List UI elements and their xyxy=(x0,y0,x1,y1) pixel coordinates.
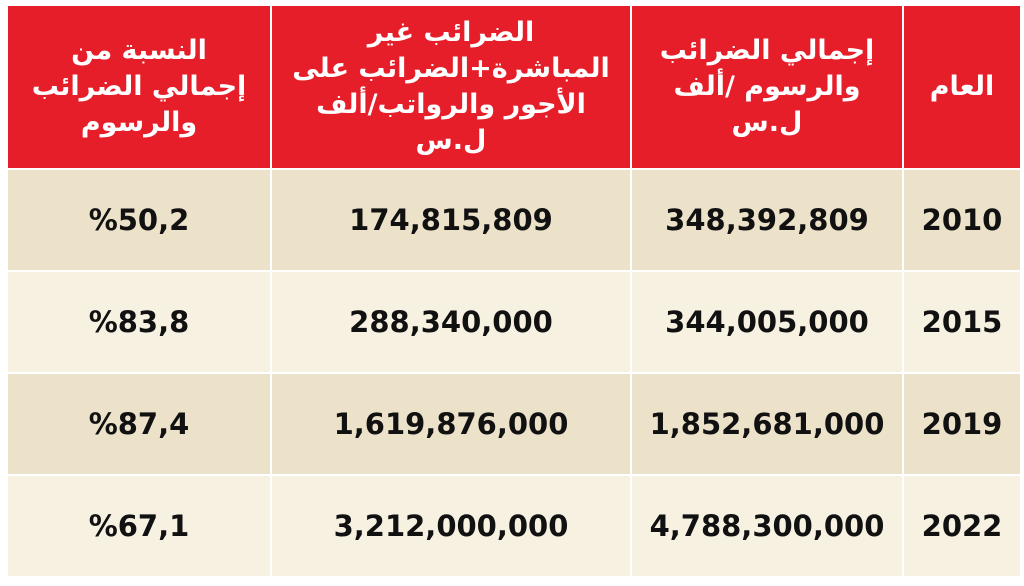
value-cell: %67,1 xyxy=(6,474,272,578)
year-cell: 2022 xyxy=(902,474,1022,578)
header-cell: العام xyxy=(902,4,1022,170)
table-row: 2022 4,788,300,000 3,212,000,000 %67,1 xyxy=(6,474,1022,578)
table-body: 2010 348,392,809 174,815,809 %50,2 2015 344,0… xyxy=(6,168,1022,578)
value-cell: %83,8 xyxy=(6,270,272,374)
header-cell: النسبة من إجمالي الضرائب والرسوم xyxy=(6,4,272,170)
value-cell: 4,788,300,000 xyxy=(630,474,904,578)
value-cell: 348,392,809 xyxy=(630,168,904,272)
value-cell: 174,815,809 xyxy=(270,168,632,272)
year-cell: 2015 xyxy=(902,270,1022,374)
value-cell: 1,852,681,000 xyxy=(630,372,904,476)
table-row: 2010 348,392,809 174,815,809 %50,2 xyxy=(6,168,1022,272)
table-row: 2019 1,852,681,000 1,619,876,000 %87,4 xyxy=(6,372,1022,476)
year-cell: 2010 xyxy=(902,168,1022,272)
header-cell: الضرائب غير المباشرة+الضرائب على الأجور … xyxy=(270,4,632,170)
header-cell: إجمالي الضرائب والرسوم /ألف ل.س xyxy=(630,4,904,170)
value-cell: 3,212,000,000 xyxy=(270,474,632,578)
tax-table: العام إجمالي الضرائب والرسوم /ألف ل.س الضر… xyxy=(6,4,1022,578)
value-cell: %50,2 xyxy=(6,168,272,272)
value-cell: 288,340,000 xyxy=(270,270,632,374)
value-cell: %87,4 xyxy=(6,372,272,476)
value-cell: 344,005,000 xyxy=(630,270,904,374)
table-row: 2015 344,005,000 288,340,000 %83,8 xyxy=(6,270,1022,374)
year-cell: 2019 xyxy=(902,372,1022,476)
header-row: العام إجمالي الضرائب والرسوم /ألف ل.س الضر… xyxy=(6,4,1022,170)
value-cell: 1,619,876,000 xyxy=(270,372,632,476)
